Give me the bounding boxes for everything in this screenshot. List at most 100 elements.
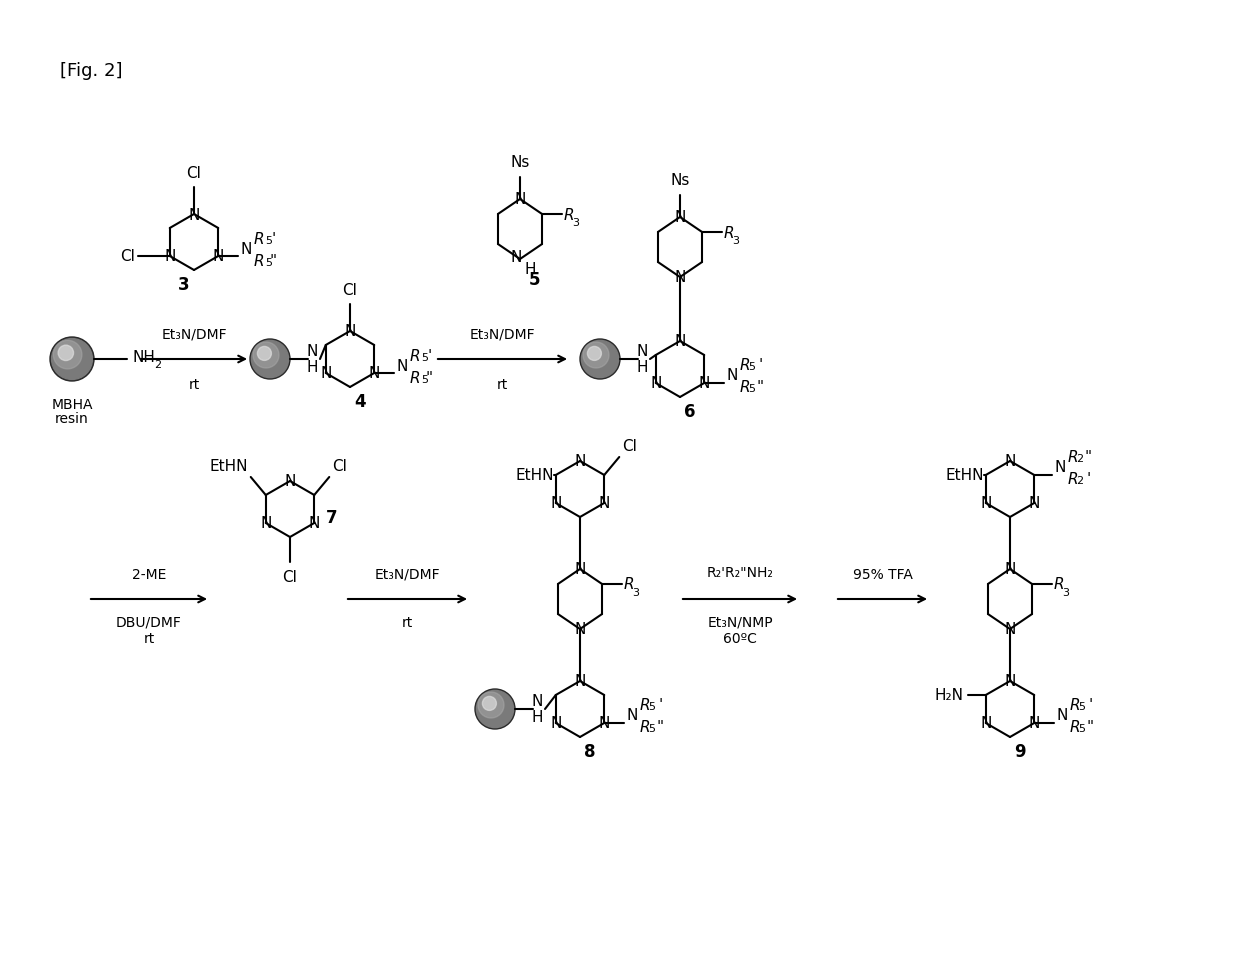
Text: 5: 5: [647, 723, 655, 733]
Text: 2-ME: 2-ME: [131, 567, 166, 581]
Text: 5: 5: [422, 375, 428, 385]
Text: N: N: [698, 376, 711, 391]
Text: Ns: Ns: [511, 154, 529, 170]
Text: N: N: [188, 208, 200, 222]
Text: 2: 2: [154, 359, 161, 370]
Circle shape: [475, 689, 515, 729]
Text: N: N: [551, 716, 562, 731]
Circle shape: [52, 339, 93, 380]
Text: rt: rt: [402, 616, 413, 629]
Text: ': ': [658, 698, 662, 713]
Text: 5: 5: [529, 271, 541, 289]
Text: R: R: [1069, 720, 1080, 735]
Text: 60ºC: 60ºC: [723, 631, 756, 645]
Text: 5: 5: [1078, 701, 1085, 711]
Text: 5: 5: [265, 235, 273, 246]
Text: Ns: Ns: [671, 172, 689, 188]
Text: R: R: [739, 358, 750, 374]
Text: Cl: Cl: [622, 438, 637, 454]
Text: 6: 6: [684, 402, 696, 420]
Text: EtHN: EtHN: [945, 468, 983, 483]
Text: 5: 5: [1078, 723, 1085, 733]
Text: rt: rt: [497, 377, 508, 392]
Text: H: H: [306, 360, 317, 375]
Text: 5: 5: [265, 257, 273, 268]
Text: N: N: [574, 454, 585, 469]
Circle shape: [258, 347, 272, 361]
Text: Et₃N/NMP: Et₃N/NMP: [707, 616, 773, 629]
Text: 3: 3: [573, 218, 579, 228]
Text: MBHA: MBHA: [51, 397, 93, 412]
Circle shape: [588, 347, 601, 361]
Circle shape: [583, 343, 609, 369]
Text: H: H: [531, 710, 543, 724]
Text: ': ': [1086, 472, 1090, 487]
Text: EtHN: EtHN: [210, 458, 248, 474]
Text: ': ': [1089, 698, 1092, 713]
Text: R: R: [1069, 698, 1080, 713]
Text: ": ": [1086, 720, 1094, 735]
Text: R: R: [253, 233, 264, 247]
Circle shape: [252, 341, 289, 378]
Text: N: N: [1028, 496, 1040, 511]
Text: N: N: [727, 368, 738, 383]
Text: rt: rt: [188, 377, 200, 392]
Text: N: N: [241, 242, 252, 257]
Circle shape: [482, 697, 496, 711]
Text: N: N: [345, 324, 356, 339]
Text: Cl: Cl: [342, 283, 357, 297]
Text: R: R: [640, 720, 650, 735]
Text: R: R: [624, 577, 635, 592]
Text: 8: 8: [584, 742, 595, 760]
Text: R: R: [1068, 472, 1078, 487]
Text: N: N: [574, 674, 585, 689]
Text: N: N: [320, 366, 331, 381]
Text: 3: 3: [1063, 587, 1070, 598]
Text: ": ": [425, 371, 433, 386]
Circle shape: [50, 337, 94, 381]
Text: N: N: [397, 359, 408, 375]
Text: N: N: [650, 376, 661, 391]
Text: N: N: [309, 516, 320, 531]
Circle shape: [476, 691, 513, 728]
Text: R: R: [739, 380, 750, 395]
Text: N: N: [511, 251, 522, 265]
Circle shape: [580, 339, 620, 379]
Text: H: H: [636, 360, 647, 375]
Circle shape: [53, 341, 82, 370]
Text: Cl: Cl: [283, 569, 298, 584]
Text: N: N: [1004, 562, 1016, 577]
Text: DBU/DMF: DBU/DMF: [117, 616, 182, 629]
Text: ": ": [269, 254, 277, 269]
Text: N: N: [284, 474, 295, 489]
Text: 3: 3: [632, 587, 640, 598]
Text: Cl: Cl: [186, 166, 201, 181]
Text: R: R: [564, 208, 574, 222]
Text: 4: 4: [355, 393, 366, 411]
Text: R: R: [724, 225, 735, 240]
Text: rt: rt: [144, 631, 155, 645]
Text: 9: 9: [1014, 742, 1025, 760]
Text: 2: 2: [1075, 476, 1083, 485]
Text: N: N: [306, 344, 317, 359]
Text: N: N: [1056, 708, 1068, 722]
Text: EtHN: EtHN: [516, 468, 554, 483]
Text: R: R: [409, 371, 420, 386]
Text: N: N: [1054, 460, 1065, 475]
Circle shape: [253, 343, 279, 369]
Circle shape: [477, 692, 503, 719]
Text: N: N: [1004, 622, 1016, 637]
Text: R: R: [253, 254, 264, 269]
Text: ": ": [1085, 450, 1091, 465]
Text: 5: 5: [647, 701, 655, 711]
Text: 2: 2: [1075, 454, 1083, 463]
Text: N: N: [164, 250, 175, 264]
Text: Cl: Cl: [120, 250, 135, 264]
Text: [Fig. 2]: [Fig. 2]: [60, 62, 123, 80]
Text: N: N: [1004, 454, 1016, 469]
Text: Cl: Cl: [332, 458, 347, 474]
Text: N: N: [368, 366, 379, 381]
Text: N: N: [980, 716, 992, 731]
Text: N: N: [599, 496, 610, 511]
Text: ": ": [756, 380, 764, 395]
